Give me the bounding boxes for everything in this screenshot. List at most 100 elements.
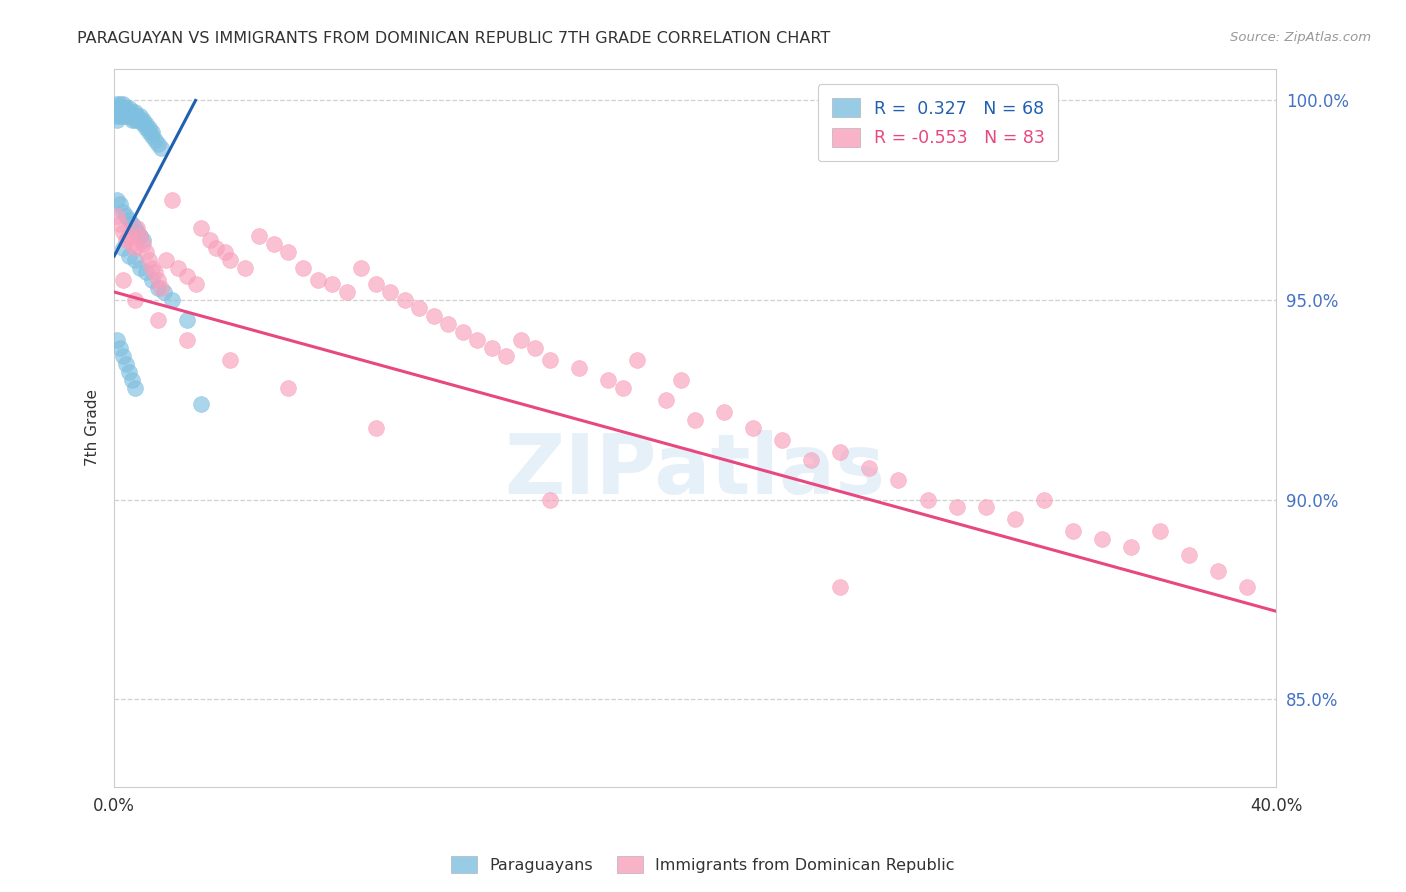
Point: [162, 293, 184, 307]
Point: [118, 213, 141, 227]
Point: [132, 117, 155, 131]
Point: [350, 261, 373, 276]
Point: [108, 110, 131, 124]
Point: [1206, 565, 1229, 579]
Point: [422, 309, 444, 323]
Point: [176, 333, 198, 347]
Text: Source: ZipAtlas.com: Source: ZipAtlas.com: [1230, 31, 1371, 45]
Point: [1062, 524, 1084, 539]
Point: [146, 137, 169, 152]
Point: [451, 325, 474, 339]
Point: [465, 333, 488, 347]
Point: [132, 113, 155, 128]
Point: [129, 113, 152, 128]
Point: [111, 241, 134, 255]
Point: [135, 265, 157, 279]
Point: [111, 205, 134, 219]
Point: [800, 452, 823, 467]
Point: [135, 117, 157, 131]
Point: [887, 473, 910, 487]
Point: [509, 333, 531, 347]
Point: [364, 420, 387, 434]
Point: [167, 261, 190, 276]
Point: [138, 121, 160, 136]
Point: [111, 273, 134, 287]
Point: [108, 197, 131, 211]
Point: [830, 444, 852, 458]
Point: [108, 341, 131, 355]
Point: [118, 110, 141, 124]
Point: [114, 110, 136, 124]
Point: [408, 301, 430, 315]
Point: [307, 273, 329, 287]
Point: [1032, 492, 1054, 507]
Point: [114, 105, 136, 120]
Point: [127, 225, 149, 239]
Point: [1091, 533, 1114, 547]
Point: [111, 102, 134, 116]
Point: [111, 97, 134, 112]
Point: [124, 381, 146, 395]
Point: [105, 102, 128, 116]
Point: [596, 373, 619, 387]
Point: [277, 245, 299, 260]
Point: [146, 313, 169, 327]
Point: [105, 110, 128, 124]
Point: [135, 245, 157, 260]
Point: [135, 121, 157, 136]
Point: [612, 381, 634, 395]
Point: [111, 110, 134, 124]
Point: [198, 233, 221, 247]
Point: [124, 105, 146, 120]
Point: [858, 460, 880, 475]
Legend: Paraguayans, Immigrants from Dominican Republic: Paraguayans, Immigrants from Dominican R…: [444, 849, 962, 880]
Point: [770, 433, 793, 447]
Point: [176, 313, 198, 327]
Point: [184, 277, 207, 291]
Point: [129, 261, 152, 276]
Point: [105, 113, 128, 128]
Point: [1004, 512, 1026, 526]
Point: [111, 225, 134, 239]
Point: [141, 273, 163, 287]
Point: [141, 125, 163, 139]
Point: [146, 273, 169, 287]
Point: [205, 241, 228, 255]
Point: [114, 102, 136, 116]
Point: [114, 357, 136, 371]
Point: [127, 221, 149, 235]
Point: [118, 249, 141, 263]
Point: [105, 97, 128, 112]
Point: [127, 110, 149, 124]
Point: [335, 285, 357, 299]
Point: [114, 209, 136, 223]
Point: [263, 237, 285, 252]
Point: [108, 97, 131, 112]
Point: [249, 229, 271, 244]
Point: [713, 405, 735, 419]
Point: [394, 293, 416, 307]
Point: [945, 500, 967, 515]
Point: [124, 221, 146, 235]
Text: PARAGUAYAN VS IMMIGRANTS FROM DOMINICAN REPUBLIC 7TH GRADE CORRELATION CHART: PARAGUAYAN VS IMMIGRANTS FROM DOMINICAN …: [77, 31, 831, 46]
Point: [655, 392, 678, 407]
Point: [277, 381, 299, 395]
Point: [111, 105, 134, 120]
Point: [141, 129, 163, 144]
Y-axis label: 7th Grade: 7th Grade: [86, 389, 100, 467]
Point: [830, 580, 852, 594]
Point: [683, 413, 706, 427]
Point: [149, 281, 172, 295]
Point: [129, 110, 152, 124]
Point: [742, 420, 765, 434]
Text: ZIPatlas: ZIPatlas: [505, 430, 886, 511]
Point: [118, 365, 141, 379]
Point: [138, 253, 160, 268]
Point: [129, 229, 152, 244]
Point: [437, 317, 460, 331]
Point: [155, 253, 177, 268]
Point: [105, 333, 128, 347]
Point: [143, 133, 166, 147]
Point: [149, 141, 172, 155]
Point: [917, 492, 939, 507]
